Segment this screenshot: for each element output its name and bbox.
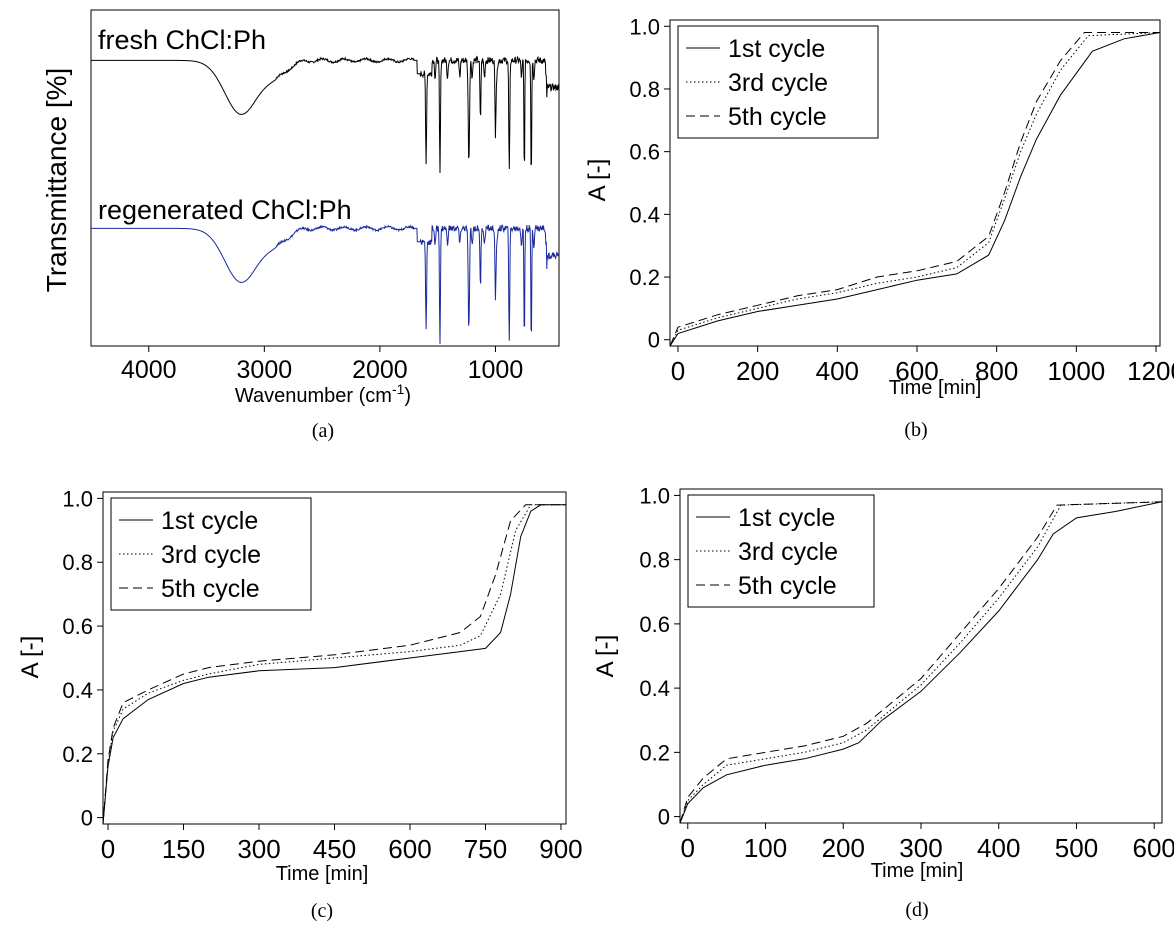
- x-axis-label: Time [min]: [276, 863, 369, 885]
- y-tick-label: 0.6: [639, 612, 670, 637]
- series-line-dashed: [680, 501, 1162, 823]
- panel-label-c: (c): [311, 900, 333, 922]
- legend-entry: 3rd cycle: [161, 541, 261, 569]
- x-axis-label: Time [min]: [889, 377, 982, 399]
- x-tick-label: 1000: [468, 356, 524, 384]
- x-tick-label: 300: [237, 834, 280, 864]
- x-tick-label: 750: [464, 834, 507, 864]
- legend: 1st cycle 3rd cycle 5th cycle: [687, 494, 875, 608]
- legend-box: [687, 494, 875, 608]
- x-tick-label: 450: [313, 834, 356, 864]
- x-tick-label: 500: [1055, 833, 1098, 863]
- x-tick-label: 200: [736, 356, 779, 386]
- x-tick-label: 400: [977, 833, 1020, 863]
- plot-frame-a: [90, 9, 560, 347]
- y-tick-label: 0: [81, 806, 93, 831]
- series-line-dashed: [670, 32, 1160, 346]
- y-tick-label: 0.2: [62, 742, 93, 767]
- series-label: fresh ChCl:Ph: [98, 25, 266, 55]
- x-axis-label: Wavenumber (cm-1): [235, 381, 411, 407]
- panel-label-b: (b): [904, 419, 927, 441]
- panel-label-d: (d): [905, 899, 928, 921]
- x-tick-label: 900: [539, 834, 582, 864]
- x-tick-label: 1000: [1047, 356, 1105, 386]
- series-line-solid: [670, 32, 1160, 346]
- x-tick-label: 200: [822, 833, 865, 863]
- legend-entry: 3rd cycle: [728, 69, 828, 97]
- series-line-solid: [680, 501, 1162, 823]
- x-tick-label: 600: [895, 356, 938, 386]
- x-tick-label: 100: [744, 833, 787, 863]
- x-tick-label: 150: [162, 834, 205, 864]
- y-tick-label: 0.4: [62, 678, 93, 703]
- legend: 1st cycle 3rd cycle 5th cycle: [677, 25, 879, 139]
- x-tick-label: 600: [388, 834, 431, 864]
- series-line-fresh: [91, 55, 559, 174]
- y-axis-label: A [-]: [584, 159, 611, 202]
- y-tick-label: 1.0: [629, 14, 660, 39]
- x-axis-label: Time [min]: [871, 860, 964, 882]
- series-line-dotted: [103, 504, 566, 824]
- x-tick-label: 800: [975, 356, 1018, 386]
- legend: 1st cycle 3rd cycle 5th cycle: [110, 497, 312, 611]
- legend-entry: 5th cycle: [728, 103, 827, 131]
- x-tick-label: 300: [899, 833, 942, 863]
- series-line-regenerated: [91, 224, 560, 345]
- x-tick-label: 3000: [237, 356, 293, 384]
- y-tick-label: 0: [648, 328, 660, 353]
- y-tick-label: 0.2: [629, 265, 660, 290]
- legend-entry: 1st cycle: [738, 504, 835, 532]
- panel-c: 0 150 300 450 600 750 900 0 0.2 0.4 0.6 0.8 1.0 Time …: [17, 486, 583, 922]
- series-line-solid: [103, 504, 566, 824]
- x-tick-label: 400: [816, 356, 859, 386]
- legend-entry: 5th cycle: [738, 572, 837, 600]
- y-tick-label: 0.8: [639, 548, 670, 573]
- y-tick-label: 0.4: [639, 676, 670, 701]
- x-tick-label: 600: [1133, 833, 1174, 863]
- y-tick-label: 0.8: [62, 550, 93, 575]
- y-tick-label: 0.6: [62, 614, 93, 639]
- x-tick-label: 4000: [121, 356, 177, 384]
- y-axis-label: Transmittance [%]: [41, 68, 72, 293]
- x-tick-label: 2000: [352, 356, 408, 384]
- x-tick-label: 0: [671, 356, 685, 386]
- x-tick-label: 0: [101, 834, 115, 864]
- series-label: regenerated ChCl:Ph: [98, 195, 352, 225]
- legend-entry: 5th cycle: [161, 575, 260, 603]
- y-axis-label: A [-]: [592, 635, 619, 678]
- panel-d: 0 100 200 300 400 500 600 0 0.2 0.4 0.6 0.8 1.0 Time …: [592, 483, 1174, 921]
- y-tick-label: 1.0: [62, 486, 93, 511]
- legend-entry: 3rd cycle: [738, 538, 838, 566]
- x-tick-label: 0: [681, 833, 695, 863]
- legend-entry: 1st cycle: [728, 35, 825, 63]
- panel-label-a: (a): [312, 420, 334, 442]
- series-line-dotted: [680, 501, 1162, 823]
- panel-a: 4000 3000 2000 1000 Wavenumber (cm-1) Transmi…: [41, 9, 560, 442]
- y-tick-label: 0.8: [629, 77, 660, 102]
- y-tick-label: 0.2: [639, 740, 670, 765]
- y-tick-label: 0: [658, 805, 670, 830]
- legend-entry: 1st cycle: [161, 507, 258, 535]
- y-axis-label: A [-]: [17, 636, 44, 679]
- plot-frame-b: [669, 19, 1161, 347]
- y-tick-label: 0.4: [629, 202, 660, 227]
- y-tick-label: 1.0: [639, 483, 670, 508]
- y-tick-label: 0.6: [629, 140, 660, 165]
